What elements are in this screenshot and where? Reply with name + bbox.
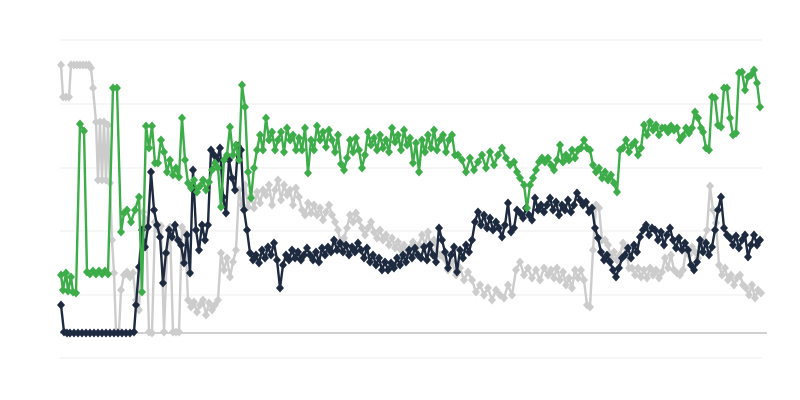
series-dark-navy-markers (57, 141, 764, 338)
series-dark-navy (57, 141, 764, 338)
gridlines-group (60, 39, 767, 359)
series-light-gray (57, 60, 765, 338)
series-group (57, 60, 765, 338)
series-green (57, 65, 764, 298)
series-light-gray-line (59, 63, 763, 335)
